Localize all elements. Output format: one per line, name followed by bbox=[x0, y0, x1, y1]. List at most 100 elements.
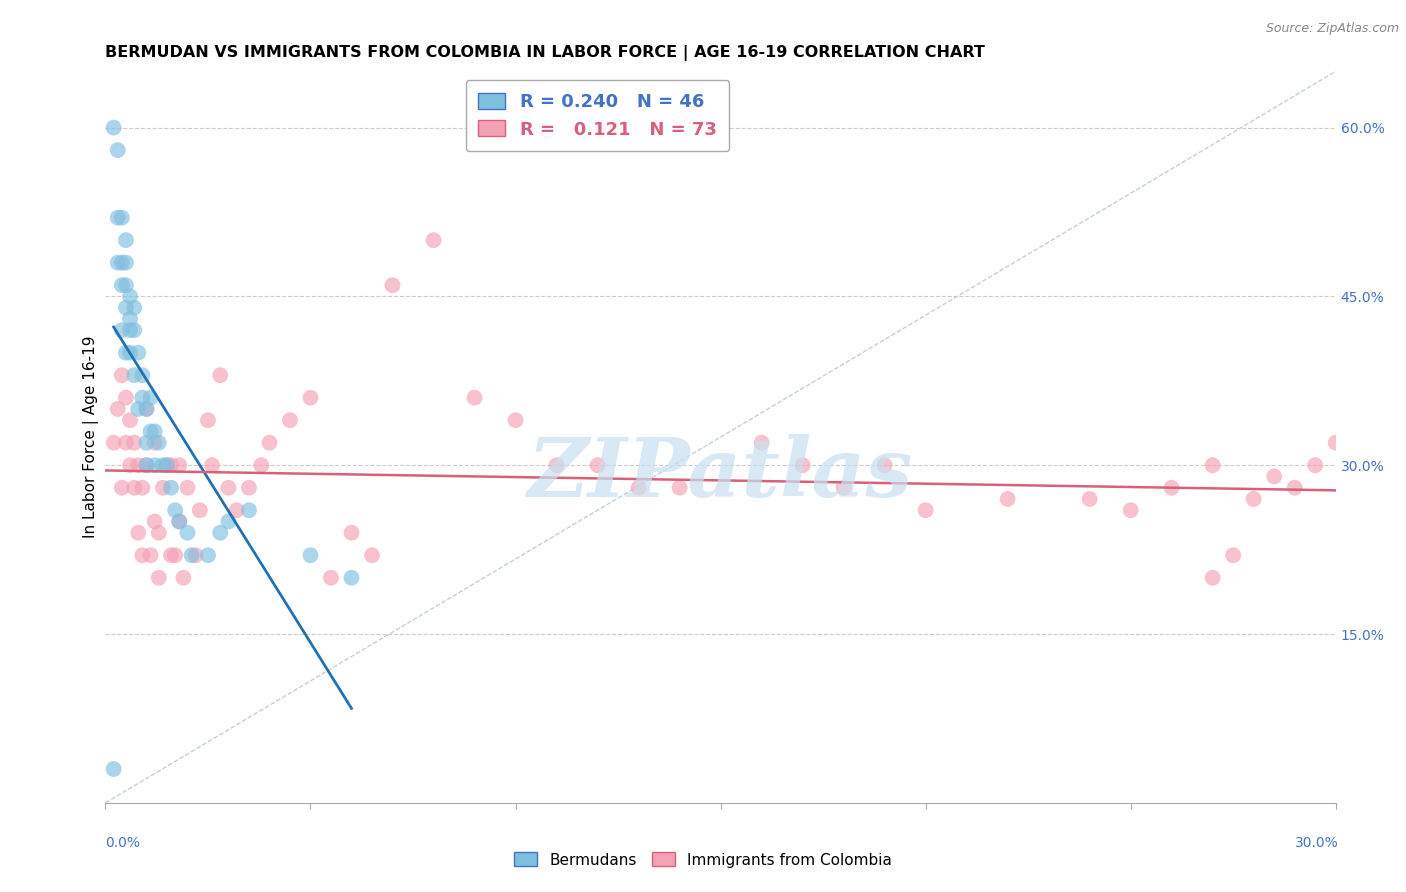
Point bbox=[120, 323, 141, 337]
Point bbox=[914, 503, 936, 517]
Point bbox=[1263, 469, 1285, 483]
Point bbox=[122, 435, 145, 450]
Point bbox=[1160, 481, 1182, 495]
Point bbox=[156, 458, 179, 473]
Point bbox=[319, 571, 342, 585]
Point bbox=[122, 323, 145, 337]
Point bbox=[340, 571, 363, 585]
Point bbox=[103, 435, 125, 450]
Point bbox=[176, 481, 198, 495]
Point bbox=[120, 345, 141, 359]
Point bbox=[111, 255, 134, 269]
Point bbox=[127, 345, 149, 359]
Point bbox=[135, 401, 157, 416]
Point bbox=[111, 211, 134, 225]
Point bbox=[107, 401, 129, 416]
Point bbox=[180, 548, 202, 562]
Point bbox=[122, 481, 145, 495]
Point bbox=[115, 278, 138, 293]
Point bbox=[131, 368, 153, 383]
Point bbox=[184, 548, 207, 562]
Point bbox=[873, 458, 896, 473]
Point bbox=[156, 458, 179, 473]
Point bbox=[131, 391, 153, 405]
Point bbox=[1365, 515, 1388, 529]
Point bbox=[997, 491, 1019, 506]
Point bbox=[238, 481, 260, 495]
Point bbox=[120, 458, 141, 473]
Point bbox=[464, 391, 486, 405]
Point bbox=[169, 515, 191, 529]
Point bbox=[1243, 491, 1265, 506]
Point bbox=[176, 525, 198, 540]
Point bbox=[120, 289, 141, 303]
Y-axis label: In Labor Force | Age 16-19: In Labor Force | Age 16-19 bbox=[83, 335, 98, 539]
Point bbox=[122, 301, 145, 315]
Point bbox=[160, 481, 183, 495]
Point bbox=[169, 458, 191, 473]
Point bbox=[107, 211, 129, 225]
Point bbox=[1346, 491, 1368, 506]
Text: Source: ZipAtlas.com: Source: ZipAtlas.com bbox=[1265, 22, 1399, 36]
Point bbox=[127, 525, 149, 540]
Legend: Bermudans, Immigrants from Colombia: Bermudans, Immigrants from Colombia bbox=[508, 847, 898, 873]
Point bbox=[160, 548, 183, 562]
Point bbox=[209, 368, 232, 383]
Point bbox=[1222, 548, 1244, 562]
Point bbox=[238, 503, 260, 517]
Point bbox=[1202, 571, 1225, 585]
Point bbox=[152, 458, 174, 473]
Point bbox=[143, 515, 166, 529]
Point bbox=[546, 458, 568, 473]
Point bbox=[165, 548, 187, 562]
Point bbox=[143, 425, 166, 439]
Text: BERMUDAN VS IMMIGRANTS FROM COLOMBIA IN LABOR FORCE | AGE 16-19 CORRELATION CHAR: BERMUDAN VS IMMIGRANTS FROM COLOMBIA IN … bbox=[105, 45, 986, 62]
Point bbox=[131, 481, 153, 495]
Point bbox=[120, 413, 141, 427]
Point bbox=[1324, 435, 1347, 450]
Point bbox=[135, 435, 157, 450]
Point bbox=[127, 458, 149, 473]
Point bbox=[143, 435, 166, 450]
Point bbox=[209, 525, 232, 540]
Point bbox=[250, 458, 273, 473]
Point bbox=[197, 413, 219, 427]
Point bbox=[586, 458, 609, 473]
Point bbox=[278, 413, 301, 427]
Point bbox=[120, 312, 141, 326]
Point bbox=[115, 255, 138, 269]
Point bbox=[107, 143, 129, 157]
Point bbox=[1284, 481, 1306, 495]
Point bbox=[505, 413, 527, 427]
Point bbox=[381, 278, 404, 293]
Point bbox=[139, 548, 162, 562]
Text: 0.0%: 0.0% bbox=[105, 836, 141, 850]
Point bbox=[111, 481, 134, 495]
Point bbox=[152, 481, 174, 495]
Point bbox=[103, 120, 125, 135]
Point bbox=[165, 503, 187, 517]
Point bbox=[135, 458, 157, 473]
Point bbox=[169, 515, 191, 529]
Text: 30.0%: 30.0% bbox=[1295, 836, 1339, 850]
Point bbox=[131, 548, 153, 562]
Point bbox=[115, 233, 138, 247]
Point bbox=[188, 503, 211, 517]
Point bbox=[299, 548, 322, 562]
Point bbox=[197, 548, 219, 562]
Point bbox=[103, 762, 125, 776]
Point bbox=[115, 435, 138, 450]
Point bbox=[225, 503, 247, 517]
Point bbox=[1303, 458, 1326, 473]
Point bbox=[111, 368, 134, 383]
Point bbox=[160, 458, 183, 473]
Point bbox=[115, 391, 138, 405]
Point bbox=[111, 323, 134, 337]
Point bbox=[148, 571, 170, 585]
Text: ZIPatlas: ZIPatlas bbox=[527, 434, 914, 514]
Point bbox=[832, 481, 855, 495]
Point bbox=[218, 515, 240, 529]
Point bbox=[148, 435, 170, 450]
Point bbox=[135, 401, 157, 416]
Legend: R = 0.240   N = 46, R =   0.121   N = 73: R = 0.240 N = 46, R = 0.121 N = 73 bbox=[465, 80, 730, 152]
